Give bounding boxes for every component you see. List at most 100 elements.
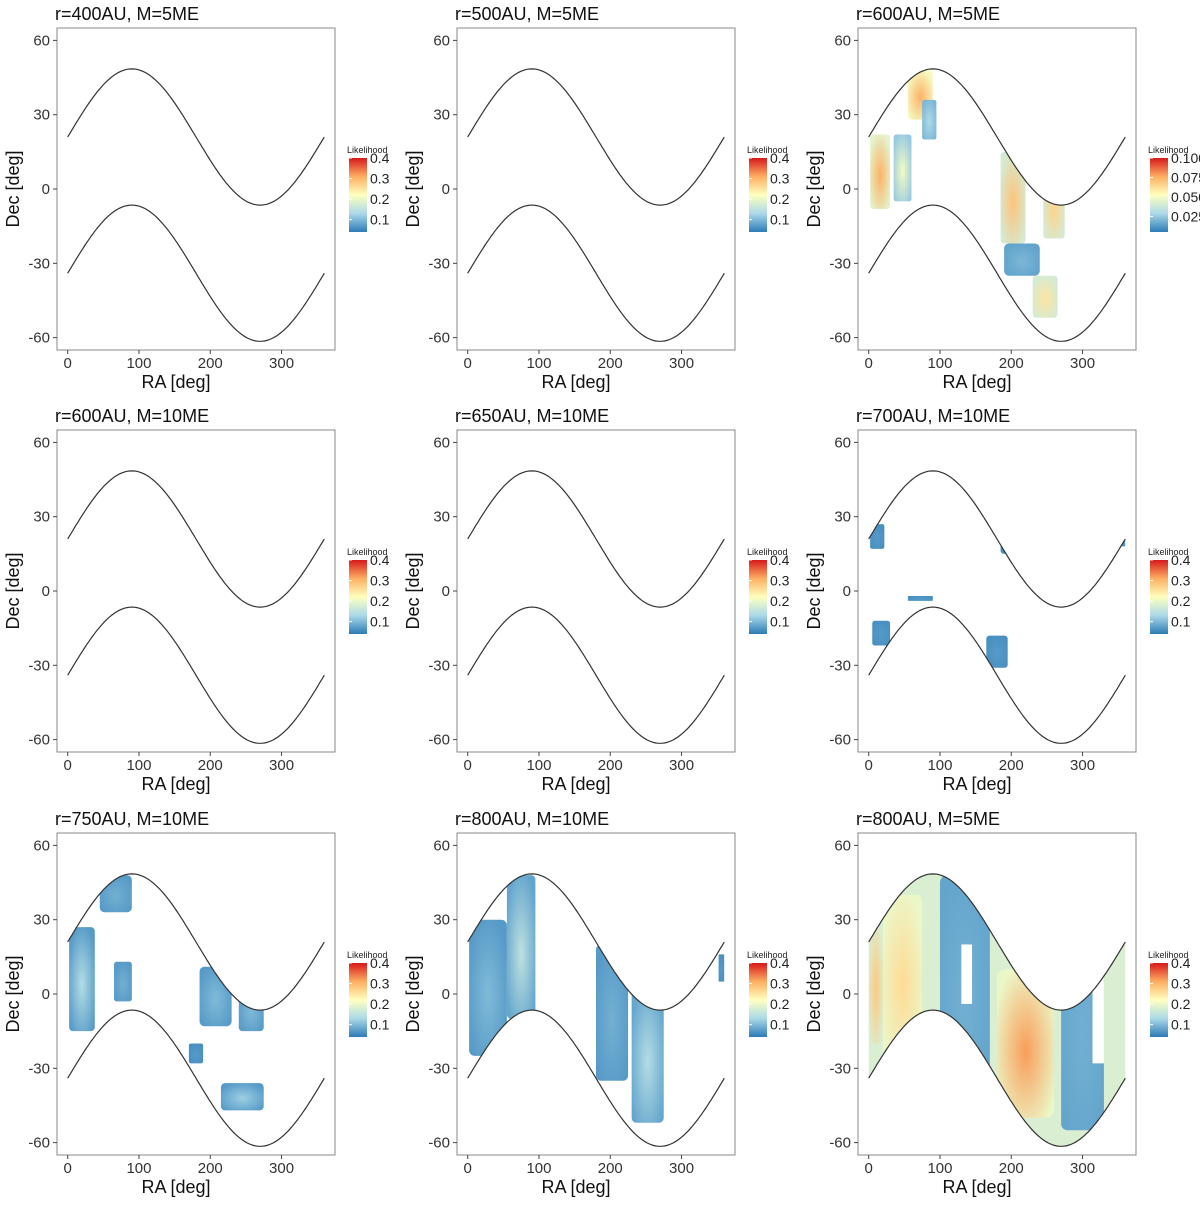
likelihood-map: [868, 873, 1126, 1147]
x-axis-label: RA [deg]: [942, 1177, 1011, 1197]
panel-8: r=800AU, M=10ME 0 100 200 300 -60 -30 0 30 60 RA […: [403, 809, 790, 1197]
likelihood-region: [69, 927, 95, 1032]
likelihood-region: [1000, 151, 1026, 244]
lower-boundary-line: [868, 204, 1126, 342]
y-tick-label: -60: [28, 732, 50, 749]
legend-colorbar: [349, 963, 367, 1037]
y-axis-label: Dec [deg]: [804, 955, 824, 1032]
plot-area: [467, 470, 725, 744]
panel-1: r=400AU, M=5ME 0 100 200 300 -60 -30 0 30 60 RA [d…: [3, 4, 390, 392]
y-tick-label: 0: [42, 986, 50, 1003]
legend-tick-label: 0.1: [1171, 614, 1191, 630]
legend-colorbar: [1150, 560, 1168, 634]
y-tick-label: 30: [33, 509, 50, 526]
x-tick-label: 0: [865, 757, 873, 774]
y-tick-label: 30: [33, 107, 50, 124]
panel-title: r=650AU, M=10ME: [455, 406, 609, 426]
plot-area: [67, 873, 325, 1147]
plot-area: [67, 68, 325, 342]
legend-tick-label: 0.025: [1171, 208, 1200, 224]
y-axis-label: Dec [deg]: [403, 150, 423, 227]
y-tick-label: -30: [28, 657, 50, 674]
y-tick-label: 60: [433, 434, 450, 451]
x-tick-label: 0: [64, 757, 72, 774]
x-axis-label: RA [deg]: [141, 1177, 210, 1197]
plot-area: [868, 873, 1126, 1147]
legend-tick-label: 0.2: [370, 191, 390, 207]
y-tick-label: -30: [829, 1060, 851, 1077]
likelihood-region: [1043, 176, 1065, 239]
upper-boundary-line: [67, 873, 325, 1011]
plot-area: [868, 68, 1126, 342]
legend-title: Likelihood: [1148, 950, 1189, 960]
legend-title: Likelihood: [747, 145, 788, 155]
x-tick-label: 0: [64, 355, 72, 372]
panel-2: r=500AU, M=5ME 0 100 200 300 -60 -30 0 30 60 RA [d…: [403, 4, 790, 392]
y-axis-label: Dec [deg]: [403, 955, 423, 1032]
panel-frame: [56, 27, 336, 351]
plot-area: [467, 873, 725, 1147]
legend-title: Likelihood: [1148, 145, 1189, 155]
legend-tick-label: 0.100: [1171, 150, 1200, 166]
x-tick-label: 0: [464, 1160, 472, 1177]
legend-tick-label: 0.1: [1171, 1017, 1191, 1033]
legend-tick-label: 0.2: [370, 996, 390, 1012]
x-tick-label: 100: [927, 355, 952, 372]
likelihood-region: [114, 961, 132, 1002]
legend-tick-label: 0.4: [370, 150, 390, 166]
lower-boundary-line: [868, 1009, 1126, 1147]
legend-colorbar: [749, 158, 767, 232]
panel-title: r=700AU, M=10ME: [856, 406, 1010, 426]
x-axis-label: RA [deg]: [141, 774, 210, 794]
x-tick-label: 200: [598, 1160, 623, 1177]
legend-tick-label: 0.4: [770, 552, 790, 568]
legend-tick-label: 0.1: [370, 1017, 390, 1033]
likelihood-region: [99, 875, 132, 913]
x-axis-label: RA [deg]: [942, 774, 1011, 794]
legend-tick-label: 0.4: [770, 150, 790, 166]
y-tick-label: 0: [442, 583, 450, 600]
likelihood-region: [922, 99, 937, 140]
panel-title: r=800AU, M=5ME: [856, 809, 1000, 829]
y-axis-label: Dec [deg]: [403, 552, 423, 629]
legend-title: Likelihood: [347, 145, 388, 155]
x-axis-label: RA [deg]: [141, 372, 210, 392]
y-tick-label: 0: [42, 181, 50, 198]
y-tick-label: 30: [433, 509, 450, 526]
x-tick-label: 200: [198, 1160, 223, 1177]
x-tick-label: 100: [526, 355, 551, 372]
legend-colorbar: [1150, 158, 1168, 232]
panel-title: r=800AU, M=10ME: [455, 809, 609, 829]
plot-area: [868, 470, 1126, 744]
likelihood-region: [220, 1083, 264, 1111]
y-axis-label: Dec [deg]: [804, 150, 824, 227]
likelihood-region: [1032, 275, 1058, 318]
legend-tick-label: 0.1: [770, 614, 790, 630]
y-tick-label: 0: [42, 583, 50, 600]
legend-tick-label: 0.3: [770, 573, 790, 589]
likelihood-region: [1004, 243, 1040, 276]
upper-boundary-line: [467, 873, 725, 1011]
y-tick-label: -30: [428, 255, 450, 272]
legend-tick-label: 0.4: [1171, 955, 1191, 971]
legend-tick-label: 0.2: [770, 191, 790, 207]
panel-frame: [456, 429, 736, 753]
likelihood-region: [872, 620, 891, 646]
panel-frame: [56, 429, 336, 753]
likelihood-map: [870, 70, 1065, 318]
likelihood-region: [469, 919, 507, 1056]
legend-tick-label: 0.1: [370, 614, 390, 630]
upper-boundary-line: [67, 470, 325, 608]
likelihood-region: [506, 875, 536, 1019]
x-tick-label: 300: [1070, 1160, 1095, 1177]
x-tick-label: 100: [927, 1160, 952, 1177]
y-tick-label: -60: [28, 330, 50, 347]
x-tick-label: 100: [126, 1160, 151, 1177]
legend-title: Likelihood: [347, 950, 388, 960]
x-tick-label: 200: [198, 355, 223, 372]
likelihood-region: [199, 966, 232, 1027]
upper-boundary-line: [467, 470, 725, 608]
legend-tick-label: 0.2: [1171, 593, 1191, 609]
likelihood-region: [893, 134, 912, 202]
y-tick-label: 60: [433, 837, 450, 854]
